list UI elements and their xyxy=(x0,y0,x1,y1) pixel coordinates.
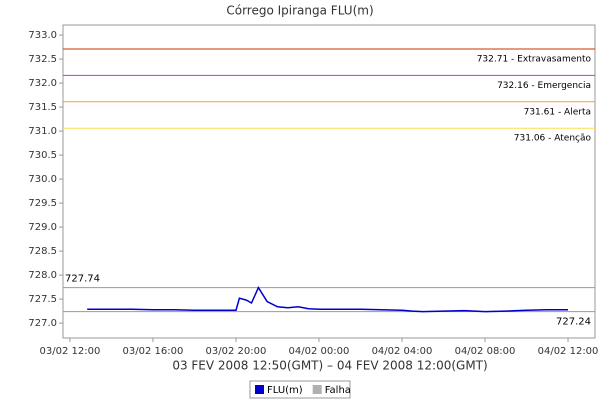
threshold-label: 732.71 - Extravasamento xyxy=(477,55,592,65)
extreme-label: 727.24 xyxy=(556,317,591,328)
x-tick-label: 04/02 04:00 xyxy=(372,346,433,357)
y-tick-label: 727.5 xyxy=(28,294,57,305)
x-tick-label: 04/02 08:00 xyxy=(455,346,516,357)
y-tick-label: 731.0 xyxy=(28,126,57,137)
legend-label: FLU(m) xyxy=(267,385,303,396)
plot-area xyxy=(62,24,596,339)
legend-label: Falha xyxy=(325,385,351,396)
legend-swatch xyxy=(255,385,264,394)
x-tick-label: 03/02 20:00 xyxy=(206,346,267,357)
y-tick-label: 727.0 xyxy=(28,318,57,329)
threshold-label: 732.16 - Emergencia xyxy=(497,81,591,91)
x-tick-label: 04/02 12:00 xyxy=(538,346,599,357)
threshold-label: 731.61 - Alerta xyxy=(524,107,591,117)
y-tick-label: 730.0 xyxy=(28,174,57,185)
y-tick-label: 728.0 xyxy=(28,270,57,281)
chart-title: Córrego Ipiranga FLU(m) xyxy=(226,4,373,18)
y-tick-label: 730.5 xyxy=(28,150,57,161)
x-tick-label: 03/02 12:00 xyxy=(40,346,101,357)
y-tick-label: 728.5 xyxy=(28,246,57,257)
extreme-label: 727.74 xyxy=(65,274,100,285)
y-tick-label: 732.5 xyxy=(28,54,57,65)
x-axis-label: 03 FEV 2008 12:50(GMT) – 04 FEV 2008 12:… xyxy=(172,359,487,373)
y-tick-label: 732.0 xyxy=(28,78,57,89)
y-tick-label: 729.0 xyxy=(28,222,57,233)
legend-box xyxy=(249,380,351,399)
y-tick-label: 733.0 xyxy=(28,30,57,41)
legend-swatch xyxy=(312,385,322,394)
y-tick-label: 731.5 xyxy=(28,102,57,113)
x-tick-label: 04/02 00:00 xyxy=(289,346,350,357)
x-tick-label: 03/02 16:00 xyxy=(123,346,184,357)
threshold-label: 731.06 - Atenção xyxy=(514,134,592,144)
y-tick-label: 729.5 xyxy=(28,198,57,209)
series-line xyxy=(87,286,568,313)
